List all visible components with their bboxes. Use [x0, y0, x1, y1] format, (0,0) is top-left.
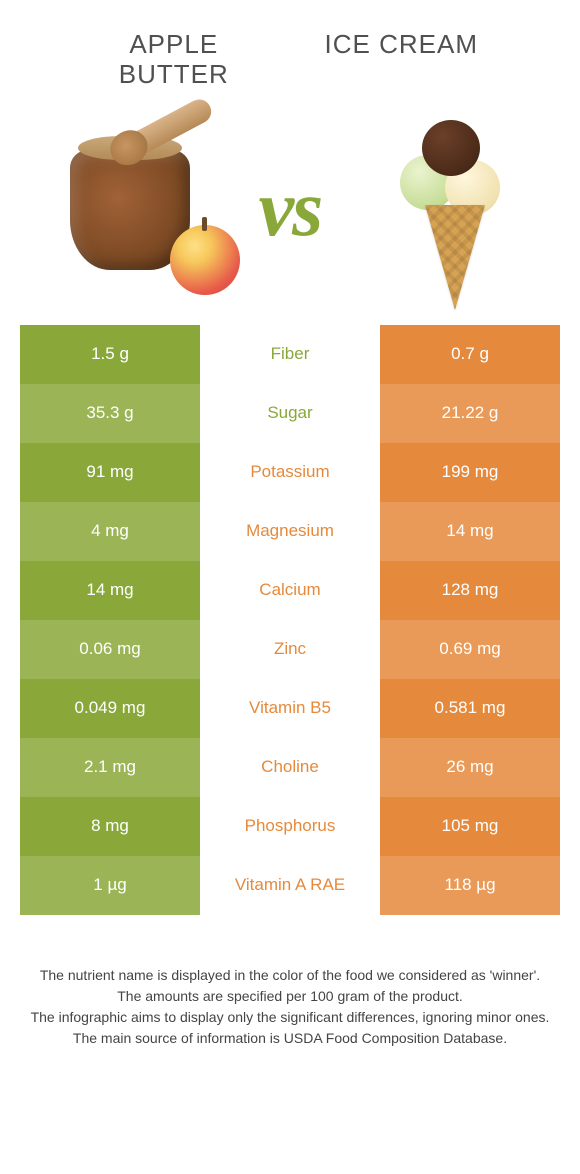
footnote-line: The main source of information is USDA F… — [30, 1028, 550, 1049]
left-value: 35.3 g — [20, 384, 200, 443]
left-value: 4 mg — [20, 502, 200, 561]
nutrient-name: Calcium — [200, 561, 380, 620]
table-row: 8 mgPhosphorus105 mg — [20, 797, 560, 856]
left-value: 91 mg — [20, 443, 200, 502]
table-row: 0.06 mgZinc0.69 mg — [20, 620, 560, 679]
nutrient-name: Potassium — [200, 443, 380, 502]
nutrient-name: Choline — [200, 738, 380, 797]
header: Apple butter Ice cream — [0, 0, 580, 100]
right-value: 128 mg — [380, 561, 560, 620]
scoop-chocolate-icon — [422, 120, 480, 176]
left-value: 1 µg — [20, 856, 200, 915]
vs-label: vs — [259, 164, 322, 255]
left-value: 8 mg — [20, 797, 200, 856]
right-value: 0.581 mg — [380, 679, 560, 738]
left-value: 1.5 g — [20, 325, 200, 384]
right-food-title: Ice cream — [288, 30, 541, 90]
right-value: 21.22 g — [380, 384, 560, 443]
wooden-spoon-icon — [125, 95, 216, 158]
right-value: 118 µg — [380, 856, 560, 915]
footnote-line: The amounts are specified per 100 gram o… — [30, 986, 550, 1007]
table-row: 2.1 mgCholine26 mg — [20, 738, 560, 797]
footnote-line: The nutrient name is displayed in the co… — [30, 965, 550, 986]
right-value: 14 mg — [380, 502, 560, 561]
right-value: 0.69 mg — [380, 620, 560, 679]
table-row: 91 mgPotassium199 mg — [20, 443, 560, 502]
left-value: 0.049 mg — [20, 679, 200, 738]
left-value: 0.06 mg — [20, 620, 200, 679]
nutrient-name: Magnesium — [200, 502, 380, 561]
nutrient-name: Zinc — [200, 620, 380, 679]
footnote-line: The infographic aims to display only the… — [30, 1007, 550, 1028]
nutrient-name: Sugar — [200, 384, 380, 443]
table-row: 1 µgVitamin A RAE118 µg — [20, 856, 560, 915]
table-row: 1.5 gFiber0.7 g — [20, 325, 560, 384]
right-value: 199 mg — [380, 443, 560, 502]
left-food-title: Apple butter — [40, 30, 288, 90]
right-food-image — [350, 120, 550, 300]
table-row: 35.3 gSugar21.22 g — [20, 384, 560, 443]
table-row: 4 mgMagnesium14 mg — [20, 502, 560, 561]
apple-icon — [170, 225, 240, 295]
right-value: 0.7 g — [380, 325, 560, 384]
nutrient-table: 1.5 gFiber0.7 g35.3 gSugar21.22 g91 mgPo… — [20, 325, 560, 915]
table-row: 0.049 mgVitamin B50.581 mg — [20, 679, 560, 738]
nutrient-name: Vitamin B5 — [200, 679, 380, 738]
right-value: 26 mg — [380, 738, 560, 797]
left-value: 14 mg — [20, 561, 200, 620]
nutrient-name: Fiber — [200, 325, 380, 384]
left-value: 2.1 mg — [20, 738, 200, 797]
ice-cream-cone-icon — [390, 110, 510, 310]
right-value: 105 mg — [380, 797, 560, 856]
left-food-title-line1: Apple — [129, 29, 218, 59]
waffle-cone-icon — [425, 205, 485, 310]
nutrient-name: Vitamin A RAE — [200, 856, 380, 915]
table-row: 14 mgCalcium128 mg — [20, 561, 560, 620]
left-food-image — [30, 120, 230, 300]
nutrient-name: Phosphorus — [200, 797, 380, 856]
images-row: vs — [0, 100, 580, 315]
left-food-title-line2: butter — [119, 59, 229, 89]
footnotes: The nutrient name is displayed in the co… — [30, 965, 550, 1049]
